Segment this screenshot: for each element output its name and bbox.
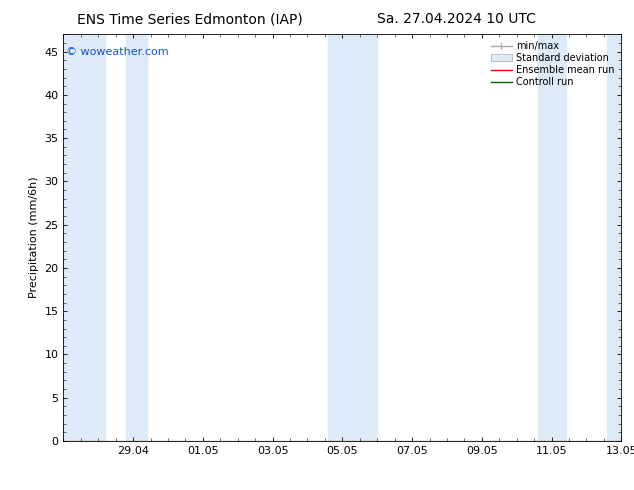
Y-axis label: Precipitation (mm/6h): Precipitation (mm/6h) bbox=[29, 177, 39, 298]
Legend: min/max, Standard deviation, Ensemble mean run, Controll run: min/max, Standard deviation, Ensemble me… bbox=[489, 39, 616, 89]
Bar bbox=[126, 34, 147, 441]
Text: ENS Time Series Edmonton (IAP): ENS Time Series Edmonton (IAP) bbox=[77, 12, 303, 26]
Text: Sa. 27.04.2024 10 UTC: Sa. 27.04.2024 10 UTC bbox=[377, 12, 536, 26]
Bar bbox=[63, 34, 105, 441]
Bar bbox=[607, 34, 621, 441]
Text: © woweather.com: © woweather.com bbox=[66, 47, 169, 56]
Bar bbox=[538, 34, 566, 441]
Bar bbox=[328, 34, 377, 441]
